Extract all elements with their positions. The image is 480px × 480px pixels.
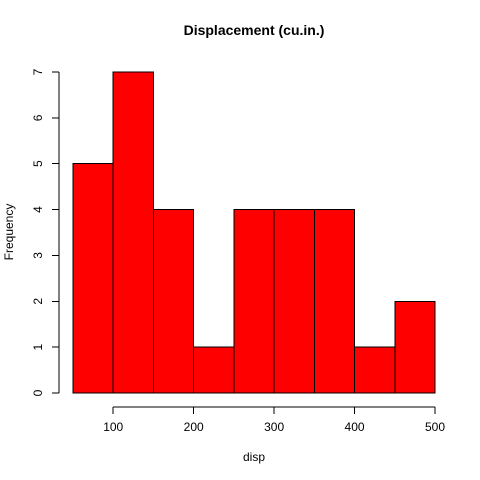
y-axis: 0 1 2 3 4 5 6 7 xyxy=(31,68,60,396)
y-tick-label: 2 xyxy=(31,298,45,305)
x-tick-label: 500 xyxy=(425,420,445,434)
histogram-bar xyxy=(112,71,154,394)
histogram-bar xyxy=(233,209,275,394)
x-tick-label: 100 xyxy=(103,420,123,434)
x-tick-label: 200 xyxy=(184,420,204,434)
chart-title: Displacement (cu.in.) xyxy=(184,22,325,38)
y-tick-label: 4 xyxy=(31,206,45,213)
y-tick-label: 1 xyxy=(31,343,45,350)
histogram-bar xyxy=(72,163,114,394)
x-axis-label: disp xyxy=(243,450,265,464)
x-tick-label: 300 xyxy=(264,420,284,434)
histogram-bar xyxy=(193,346,235,394)
y-tick-label: 6 xyxy=(31,114,45,121)
y-tick-label: 3 xyxy=(31,252,45,259)
y-axis-label: Frequency xyxy=(2,204,16,261)
x-tick-label: 400 xyxy=(345,420,365,434)
histogram-bar xyxy=(394,300,436,394)
x-axis: 100 200 300 400 500 xyxy=(103,406,445,434)
bars-group xyxy=(72,71,436,394)
y-tick-label: 5 xyxy=(31,160,45,167)
histogram-bar xyxy=(152,209,195,394)
histogram-bar xyxy=(313,209,356,394)
y-tick-label: 7 xyxy=(31,68,45,75)
histogram-bar xyxy=(354,346,396,394)
y-tick-label: 0 xyxy=(31,389,45,396)
histogram-bar xyxy=(273,209,315,394)
